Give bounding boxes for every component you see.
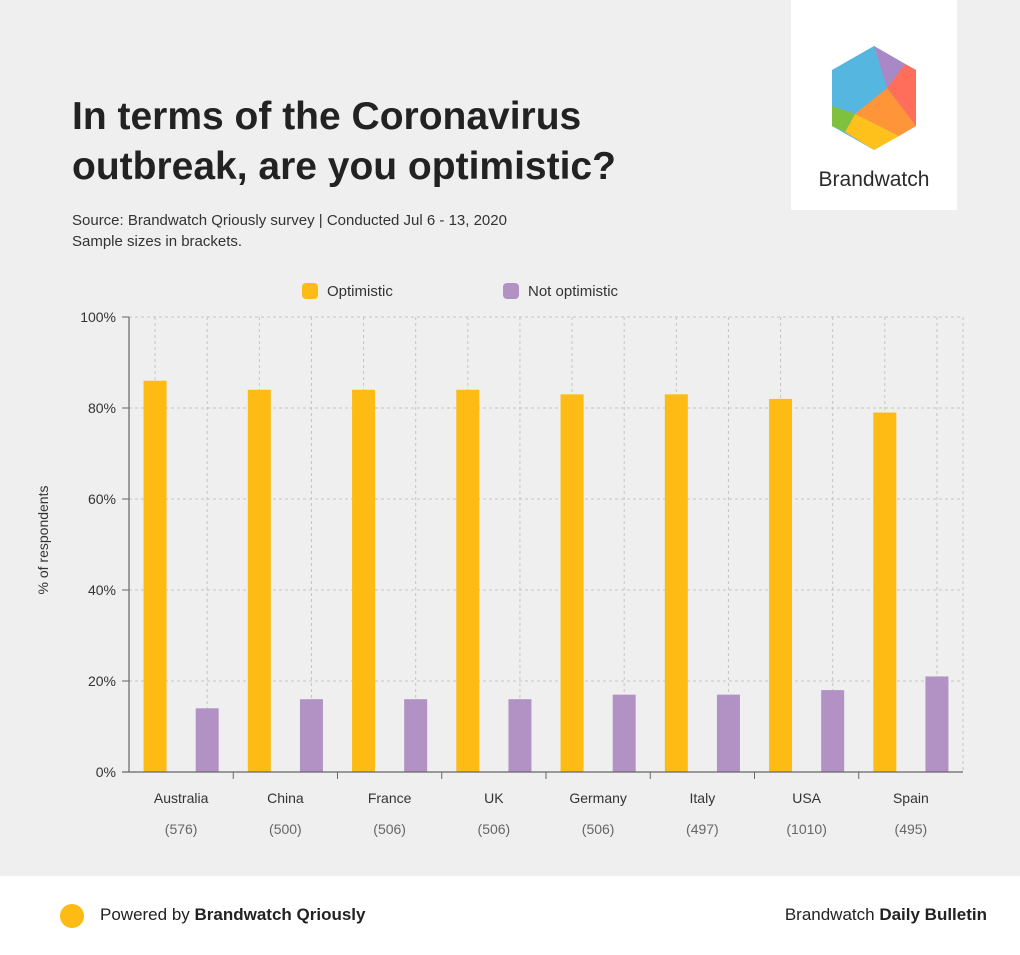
y-tick-label: 20% bbox=[88, 673, 116, 689]
bar-optimistic bbox=[769, 398, 793, 772]
x-category-label: Italy bbox=[690, 790, 716, 806]
bar-optimistic bbox=[873, 412, 897, 772]
bar-optimistic bbox=[456, 389, 480, 772]
x-sample-size-label: (1010) bbox=[786, 821, 826, 837]
bar-not-optimistic bbox=[612, 694, 636, 772]
brandwatch-logo-icon bbox=[832, 46, 916, 150]
x-sample-size-label: (506) bbox=[373, 821, 406, 837]
x-category-label: France bbox=[368, 790, 412, 806]
brand-logo-text: Brandwatch bbox=[818, 168, 930, 191]
x-category-label: Spain bbox=[893, 790, 929, 806]
x-sample-size-label: (497) bbox=[686, 821, 719, 837]
y-tick-label: 60% bbox=[88, 491, 116, 507]
x-category-label: China bbox=[267, 790, 304, 806]
footer-powered-prefix: Powered by bbox=[100, 905, 195, 924]
x-sample-size-label: (506) bbox=[582, 821, 615, 837]
legend-item-not-optimistic: Not optimistic bbox=[503, 283, 618, 300]
bar-chart: 0% 20% 40% 60% 80% 100% Australia (576) China (50… bbox=[80, 309, 964, 837]
y-tick-label: 80% bbox=[88, 400, 116, 416]
bar-not-optimistic bbox=[195, 708, 219, 772]
bar-not-optimistic bbox=[299, 699, 323, 772]
y-tick-label: 100% bbox=[80, 309, 116, 325]
legend-swatch-not-optimistic bbox=[503, 283, 519, 299]
x-category-label: UK bbox=[484, 790, 504, 806]
sample-size-note: Sample sizes in brackets. bbox=[72, 233, 243, 250]
bar-optimistic bbox=[247, 389, 271, 772]
x-sample-size-label: (506) bbox=[478, 821, 511, 837]
bar-not-optimistic bbox=[925, 676, 949, 772]
legend-swatch-optimistic bbox=[302, 283, 318, 299]
y-tick-label: 40% bbox=[88, 582, 116, 598]
x-category-label: Germany bbox=[569, 790, 627, 806]
footer-publication-prefix: Brandwatch bbox=[784, 905, 880, 924]
footer-powered-brand: Brandwatch Qriously bbox=[194, 905, 366, 924]
bar-optimistic bbox=[560, 394, 584, 772]
source-note: Source: Brandwatch Qriously survey | Con… bbox=[72, 210, 507, 252]
legend-label-not-optimistic: Not optimistic bbox=[528, 283, 619, 300]
bar-not-optimistic bbox=[716, 694, 740, 772]
bar-not-optimistic bbox=[821, 690, 845, 772]
x-sample-size-label: (500) bbox=[269, 821, 302, 837]
footer-publication: Brandwatch Daily Bulletin bbox=[785, 905, 987, 925]
x-sample-size-label: (576) bbox=[165, 821, 198, 837]
source-line: Source: Brandwatch Qriously survey | Con… bbox=[72, 212, 507, 229]
footer-powered-by: Powered by Brandwatch Qriously bbox=[100, 905, 365, 925]
brand-logo-card: Brandwatch bbox=[791, 0, 957, 210]
legend-label-optimistic: Optimistic bbox=[327, 283, 393, 300]
bar-optimistic bbox=[664, 394, 688, 772]
footer-publication-name: Daily Bulletin bbox=[879, 905, 987, 924]
legend-item-optimistic: Optimistic bbox=[302, 283, 393, 300]
bar-not-optimistic bbox=[508, 699, 532, 772]
x-sample-size-label: (495) bbox=[895, 821, 928, 837]
x-category-label: USA bbox=[792, 790, 821, 806]
x-category-label: Australia bbox=[154, 790, 209, 806]
footer-dot-icon bbox=[60, 904, 84, 928]
bar-not-optimistic bbox=[404, 699, 428, 772]
bar-optimistic bbox=[143, 380, 167, 772]
bar-optimistic bbox=[352, 389, 376, 772]
chart-title: In terms of the Coronavirus outbreak, ar… bbox=[72, 95, 616, 188]
y-tick-label: 0% bbox=[96, 764, 116, 780]
